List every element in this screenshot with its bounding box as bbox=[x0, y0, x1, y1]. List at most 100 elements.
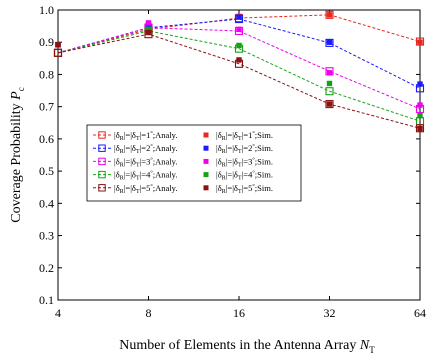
legend-label-part: |=|δ bbox=[124, 156, 136, 166]
legend-label-part: |δ bbox=[216, 130, 222, 140]
legend-label-part: R bbox=[120, 162, 124, 168]
legend-label-part: T bbox=[238, 136, 242, 142]
y-tick-label: 1.0 bbox=[39, 3, 54, 17]
x-tick-label: 64 bbox=[414, 306, 426, 320]
legend-label-part: R bbox=[120, 176, 124, 182]
legend-label: |δR|=|δT|=1°;Analy. bbox=[114, 130, 177, 142]
legend-label-part: ;Analy. bbox=[153, 170, 178, 180]
legend-label-part: |=1 bbox=[242, 130, 253, 140]
data-point-filled bbox=[236, 42, 242, 49]
x-tick-label: 8 bbox=[146, 306, 152, 320]
legend-label-part: T bbox=[238, 189, 242, 195]
legend-label-part: T bbox=[238, 149, 242, 155]
series-analy-3 bbox=[53, 23, 425, 113]
legend-label-part: |δ bbox=[114, 156, 120, 166]
y-tick-label: 0.1 bbox=[39, 293, 54, 307]
legend-label-part: ° bbox=[252, 130, 255, 137]
legend-label-part: ° bbox=[252, 143, 255, 150]
legend-label-part: |=|δ bbox=[226, 143, 238, 153]
data-point-open bbox=[325, 87, 334, 96]
data-point-filled bbox=[326, 39, 333, 45]
legend-label: |δR|=|δT|=1°;Sim. bbox=[216, 130, 273, 142]
legend-label-part: |=4 bbox=[242, 170, 253, 180]
x-tick-label: 32 bbox=[324, 306, 336, 320]
legend-label-part: |δ bbox=[114, 183, 120, 193]
legend-label-part: ;Analy. bbox=[153, 143, 178, 153]
y-tick-label: 0.2 bbox=[39, 261, 54, 275]
x-axis-label-var: N bbox=[359, 338, 370, 353]
legend-label-part: R bbox=[222, 189, 226, 195]
y-axis-label-sub: c bbox=[16, 87, 26, 91]
legend-label: |δR|=|δT|=3°;Sim. bbox=[216, 156, 273, 168]
legend-label-part: ;Analy. bbox=[153, 130, 178, 140]
legend-label: |δR|=|δT|=2°;Sim. bbox=[216, 143, 273, 155]
data-point-open bbox=[415, 124, 425, 133]
legend-box bbox=[86, 124, 302, 202]
data-point-open bbox=[325, 38, 334, 47]
legend-label: |δR|=|δT|=5°;Analy. bbox=[114, 183, 177, 195]
legend-label-part: T bbox=[238, 176, 242, 182]
legend-marker-open bbox=[98, 157, 106, 166]
legend-label-part: |δ bbox=[114, 143, 120, 153]
data-point-filled bbox=[326, 80, 333, 87]
y-axis-label-main: Coverage Probability bbox=[9, 100, 24, 223]
data-point-filled bbox=[326, 12, 333, 18]
data-point-filled bbox=[326, 70, 333, 76]
series-line bbox=[57, 14, 421, 54]
data-point-filled bbox=[236, 26, 242, 33]
legend-label-part: ;Analy. bbox=[153, 183, 178, 193]
legend-label-part: R bbox=[120, 149, 124, 155]
legend-label-part: ° bbox=[150, 170, 153, 177]
legend-label: |δR|=|δT|=3°;Analy. bbox=[114, 156, 177, 168]
legend-marker-filled bbox=[203, 185, 209, 191]
legend-label-part: R bbox=[222, 136, 226, 142]
legend-label-part: R bbox=[222, 149, 226, 155]
legend-label-part: |δ bbox=[216, 183, 222, 193]
legend-label-part: ° bbox=[252, 183, 255, 190]
legend-label-part: |=|δ bbox=[124, 170, 136, 180]
legend-label-part: |=1 bbox=[140, 130, 151, 140]
legend-label-part: ;Sim. bbox=[255, 183, 273, 193]
x-tick-label: 4 bbox=[55, 306, 61, 320]
legend-label-part: ° bbox=[150, 183, 153, 190]
data-point-filled bbox=[417, 102, 423, 108]
x-tick-label: 16 bbox=[233, 306, 245, 320]
legend-label-part: R bbox=[222, 162, 226, 168]
data-point-filled bbox=[145, 20, 152, 26]
legend-label-part: |δ bbox=[114, 170, 120, 180]
data-point-open bbox=[325, 100, 334, 109]
legend-label-part: ;Sim. bbox=[255, 156, 273, 166]
legend-label-part: T bbox=[136, 189, 140, 195]
legend-label-part: |=|δ bbox=[124, 143, 136, 153]
legend-label-part: |=3 bbox=[140, 156, 151, 166]
legend-label-part: |=|δ bbox=[124, 130, 136, 140]
legend-label-part: T bbox=[136, 176, 140, 182]
legend-label-part: |=2 bbox=[242, 143, 253, 153]
legend: |δR|=|δT|=1°;Analy.|δR|=|δT|=2°;Analy.|δ… bbox=[86, 124, 302, 202]
legend-marker-open bbox=[98, 144, 106, 152]
data-point-filled bbox=[145, 29, 152, 36]
legend-label-part: T bbox=[136, 149, 140, 155]
x-axis-label-sub: T bbox=[369, 345, 375, 355]
legend-label-part: ° bbox=[150, 130, 153, 137]
y-tick-label: 0.6 bbox=[39, 132, 54, 146]
y-tick-label: 0.9 bbox=[39, 35, 54, 49]
y-tick-label: 0.7 bbox=[39, 100, 54, 114]
legend-label-part: |δ bbox=[216, 170, 222, 180]
data-point-open bbox=[53, 48, 63, 57]
y-axis-label-var: P bbox=[9, 91, 24, 101]
legend-label-part: |δ bbox=[216, 156, 222, 166]
legend-label-part: ;Sim. bbox=[255, 143, 273, 153]
y-axis-label: Coverage Probability Pc bbox=[9, 87, 26, 222]
legend-marker-filled bbox=[203, 132, 209, 138]
legend-marker-filled bbox=[203, 145, 209, 151]
y-tick-label: 0.8 bbox=[39, 67, 54, 81]
series-sim-2 bbox=[55, 14, 423, 87]
data-point-filled bbox=[417, 81, 423, 87]
legend-label: |δR|=|δT|=5°;Sim. bbox=[216, 183, 273, 195]
legend-marker-filled bbox=[203, 158, 209, 164]
data-point-filled bbox=[236, 14, 242, 20]
legend-label-part: |=|δ bbox=[226, 170, 238, 180]
